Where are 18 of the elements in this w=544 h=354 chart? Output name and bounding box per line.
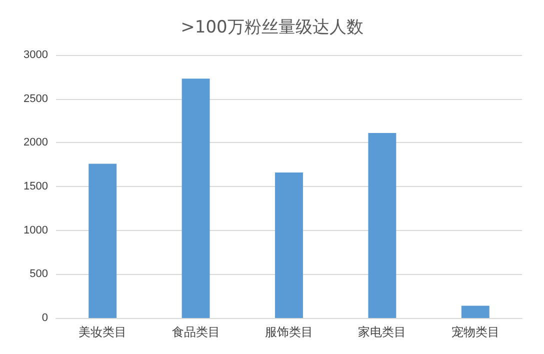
bar	[182, 78, 210, 318]
bar	[461, 306, 490, 318]
bar	[275, 172, 303, 318]
y-tick-label: 1500	[24, 180, 48, 192]
y-tick-label: 3000	[24, 49, 48, 61]
y-tick-label: 500	[30, 268, 48, 280]
x-tick-label: 宠物类目	[451, 325, 500, 339]
y-tick-label: 2500	[24, 92, 48, 105]
x-tick-label: 家电类目	[358, 325, 406, 339]
y-tick-label: 2000	[24, 136, 48, 149]
x-tick-label: 美妆类目	[78, 325, 127, 339]
x-tick-label: 服饰类目	[265, 325, 313, 339]
y-tick-label: 0	[42, 312, 48, 324]
chart-title: >100万粉丝量级达人数	[180, 18, 364, 38]
x-tick-label: 食品类目	[172, 325, 220, 339]
y-tick-label: 1000	[24, 224, 48, 236]
bar	[368, 133, 396, 318]
bar	[88, 164, 117, 318]
